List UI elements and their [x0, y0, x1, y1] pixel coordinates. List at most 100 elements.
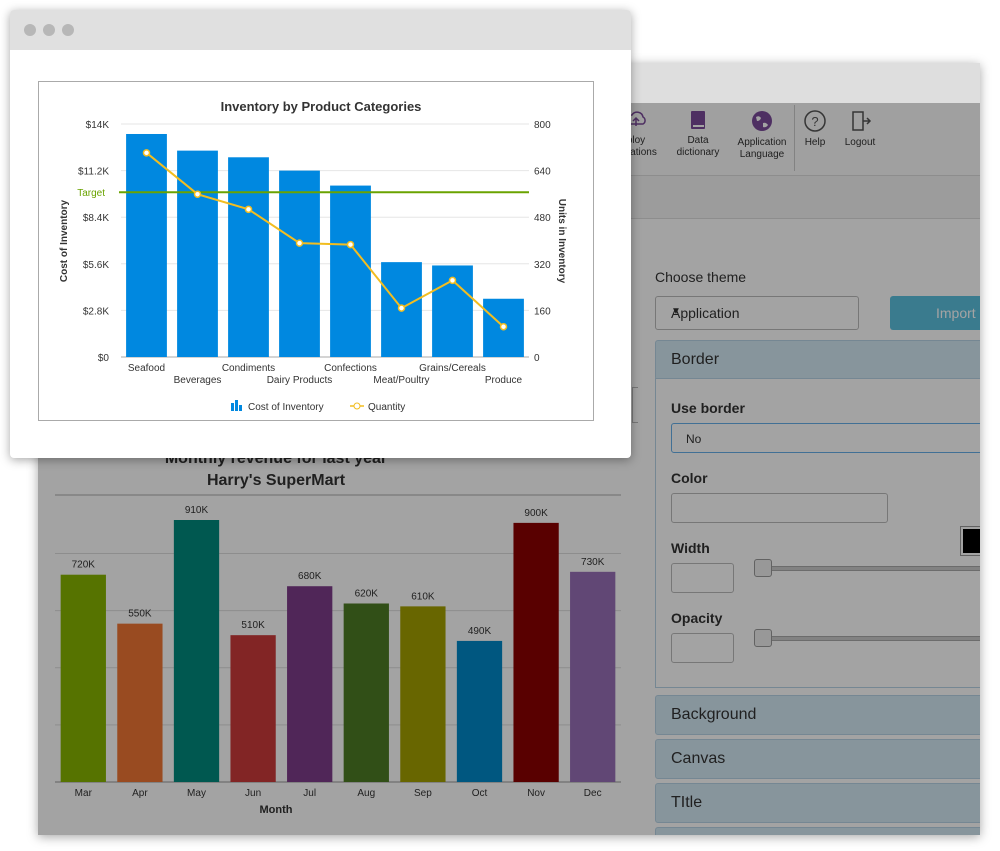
legend-bar-icon: [239, 405, 242, 411]
choose-theme-label: Choose theme: [655, 269, 747, 285]
toolbar-label: Application: [737, 137, 787, 148]
y-tick-label: $8.4K: [83, 213, 109, 224]
toolbar-label: Logout: [844, 137, 876, 148]
accordion-label: Background: [671, 706, 757, 723]
use-border-value: No: [686, 432, 702, 446]
bar[interactable]: [126, 133, 167, 357]
data-label: 550K: [128, 609, 152, 620]
chart-preview-window: Inventory by Product Categories Cost of …: [10, 10, 631, 458]
chart-title: Inventory by Product Categories: [221, 99, 422, 114]
x-tick-label: Jun: [245, 788, 261, 799]
accordion-label: TItle: [671, 794, 703, 811]
width-slider-track[interactable]: [764, 566, 980, 571]
x-tick-label: Apr: [132, 788, 148, 799]
x-tick-label: May: [187, 788, 206, 799]
legend-item-cost[interactable]: Cost of Inventory: [231, 400, 324, 413]
data-label: 720K: [72, 560, 96, 571]
legend-bar-icon: [235, 400, 238, 411]
y-tick-label: $11.2K: [78, 167, 109, 178]
accordion-border-header[interactable]: Border: [655, 340, 980, 380]
line-point[interactable]: [295, 239, 304, 247]
bar[interactable]: [177, 150, 218, 357]
accordion-next-header[interactable]: [655, 827, 980, 835]
x-tick-label: Nov: [527, 788, 545, 799]
bar[interactable]: [173, 520, 220, 782]
import-button[interactable]: Import: [890, 296, 980, 330]
color-input[interactable]: [671, 493, 888, 523]
y-tick-label: $14K: [86, 120, 110, 131]
bar[interactable]: [456, 640, 503, 782]
globe-icon: [752, 111, 772, 131]
opacity-slider-handle[interactable]: [754, 629, 772, 647]
color-label: Color: [671, 470, 708, 486]
data-label: 730K: [581, 557, 605, 568]
bar[interactable]: [228, 157, 269, 357]
theme-select[interactable]: Application ▼: [655, 296, 859, 330]
width-input[interactable]: [671, 563, 734, 593]
toolbar-application-language[interactable]: Application Language: [727, 109, 797, 161]
line-point[interactable]: [346, 240, 355, 249]
window-dot-icon[interactable]: [62, 24, 74, 36]
bar[interactable]: [287, 586, 333, 782]
toolbar-label: Help: [804, 137, 826, 148]
inventory-chart: Inventory by Product Categories Cost of …: [59, 99, 567, 413]
data-label: 490K: [468, 626, 492, 637]
quantity-line: [145, 152, 505, 328]
legend-label: Cost of Inventory: [248, 402, 324, 413]
bar[interactable]: [117, 623, 163, 782]
width-slider-handle[interactable]: [754, 559, 772, 577]
x-tick-label: Seafood: [128, 363, 165, 374]
bar[interactable]: [400, 606, 446, 782]
window-dot-icon[interactable]: [43, 24, 55, 36]
bar[interactable]: [60, 574, 106, 782]
legend-item-quantity[interactable]: Quantity: [350, 402, 405, 413]
toolbar-data-dictionary[interactable]: Data dictionary: [663, 109, 733, 159]
accordion-canvas-header[interactable]: Canvas: [655, 739, 980, 779]
logout-icon: [852, 111, 872, 131]
line-point[interactable]: [397, 304, 406, 312]
accordion-title-header[interactable]: TItle: [655, 783, 980, 823]
bar[interactable]: [230, 635, 276, 782]
line-point[interactable]: [193, 190, 202, 198]
x-tick-label: Mar: [75, 788, 93, 799]
x-axis-title: Month: [260, 804, 293, 816]
theme-editor-panel: Choose theme Application ▼ Import Border…: [638, 245, 980, 835]
revenue-chart: Monthly revenue for last year Harry's Su…: [55, 450, 621, 816]
y2-axis-title: Units in Inventory: [556, 199, 567, 284]
toolbar-label: Language: [739, 149, 785, 160]
toolbar-logout[interactable]: Logout: [825, 109, 895, 149]
y2-tick-label: 800: [534, 120, 551, 131]
line-point[interactable]: [499, 322, 508, 331]
bar[interactable]: [330, 185, 371, 357]
chart-subtitle: Harry's SuperMart: [207, 472, 346, 489]
opacity-slider-track[interactable]: [764, 636, 980, 641]
x-tick-label: Sep: [414, 788, 432, 799]
bar[interactable]: [343, 603, 389, 782]
y-tick-label: $5.6K: [83, 260, 109, 271]
bar[interactable]: [513, 522, 559, 782]
line-point[interactable]: [448, 276, 457, 285]
accordion-label: Border: [671, 351, 720, 368]
toolbar-help[interactable]: ? Help: [780, 109, 850, 149]
help-icon: ?: [804, 110, 826, 132]
y-axis-title: Cost of Inventory: [59, 199, 70, 282]
opacity-input[interactable]: [671, 633, 734, 663]
use-border-select[interactable]: No: [671, 423, 980, 453]
line-point[interactable]: [142, 149, 151, 157]
x-tick-label: Aug: [357, 788, 375, 799]
accordion-background-header[interactable]: Background: [655, 695, 980, 735]
toolbar-label: dictionary: [676, 147, 720, 158]
line-point[interactable]: [244, 205, 253, 214]
chart-legend: Cost of Inventory Quantity: [231, 400, 405, 413]
toolbar-label: plications: [615, 147, 657, 158]
use-border-label: Use border: [671, 400, 745, 416]
bar[interactable]: [279, 170, 320, 357]
color-swatch[interactable]: [960, 526, 980, 556]
preview-titlebar: [10, 10, 631, 50]
theme-select-value: Application: [671, 305, 740, 321]
window-dot-icon[interactable]: [24, 24, 36, 36]
x-tick-label: Jul: [303, 788, 316, 799]
bar[interactable]: [570, 571, 616, 782]
y-tick-label: $2.8K: [83, 306, 109, 317]
legend-marker-icon: [353, 402, 361, 410]
